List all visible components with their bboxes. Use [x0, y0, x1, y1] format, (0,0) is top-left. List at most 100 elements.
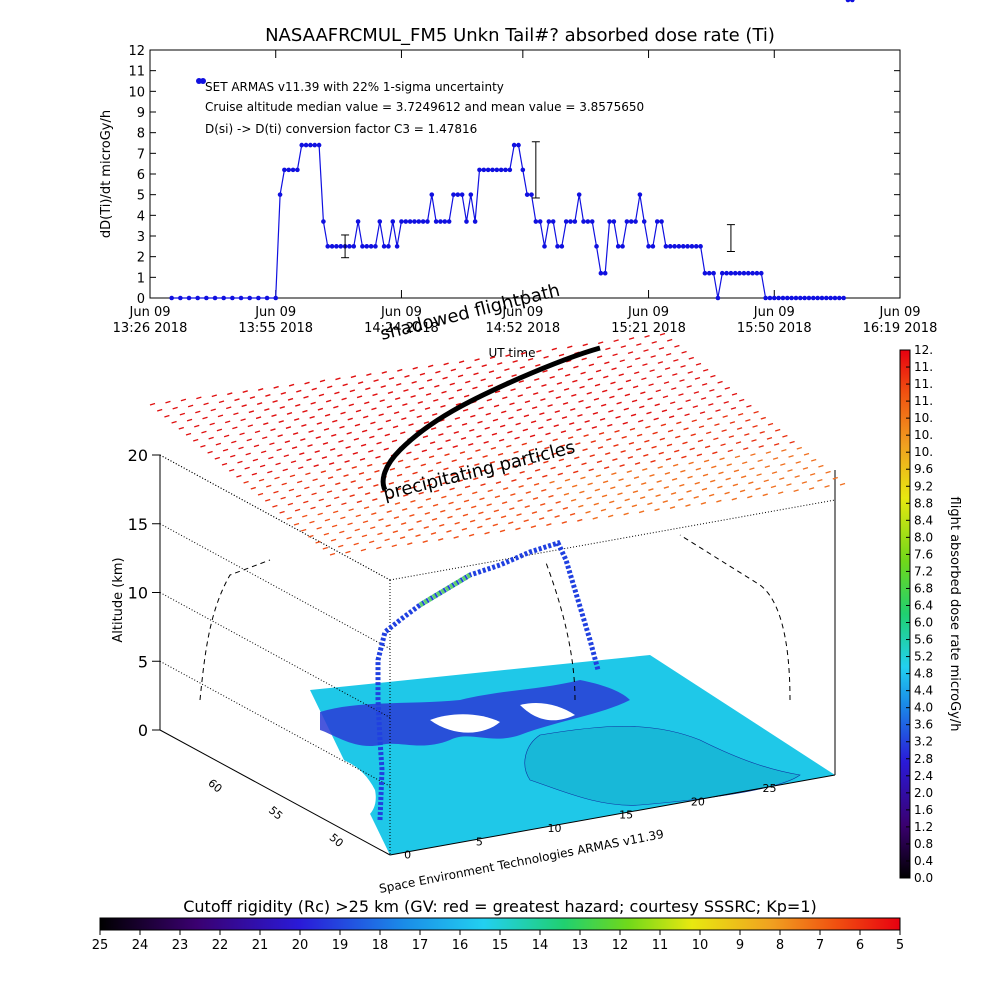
- particle-mark: [687, 370, 693, 374]
- dose-rate-point: [828, 295, 833, 301]
- particle-mark: [401, 417, 407, 421]
- particle-mark: [226, 406, 232, 410]
- particle-mark: [196, 396, 202, 400]
- particle-mark: [480, 483, 486, 487]
- dose-rate-point: [832, 295, 838, 301]
- particle-mark: [586, 391, 592, 395]
- particle-mark: [465, 471, 472, 475]
- dose-colorbar-scale: [899, 349, 911, 879]
- dose-colorbar-tick-label: 4.4: [914, 684, 933, 698]
- particle-mark: [566, 359, 572, 363]
- particle-mark: [651, 340, 657, 344]
- dose-rate-point: [771, 295, 777, 301]
- particle-mark: [577, 518, 583, 522]
- particle-mark: [431, 517, 438, 521]
- particle-mark: [499, 529, 506, 533]
- dose-colorbar-tick-label: 3.6: [914, 718, 933, 732]
- particle-mark: [693, 495, 699, 499]
- dose-rate-point: [498, 167, 504, 173]
- particle-mark: [452, 445, 458, 448]
- dose-rate-point: [745, 270, 751, 276]
- particle-mark: [611, 367, 617, 371]
- particle-mark: [295, 494, 302, 498]
- particle-mark: [401, 507, 408, 511]
- particle-mark: [703, 459, 710, 463]
- particle-mark: [752, 424, 758, 428]
- particle-mark: [400, 522, 407, 525]
- particle-mark: [425, 392, 432, 396]
- particle-mark: [463, 499, 470, 503]
- dose-colorbar-tick-label: 2.0: [914, 786, 933, 800]
- particle-mark: [617, 387, 623, 391]
- particle-mark: [369, 435, 375, 439]
- rigidity-colorbar-tick-label: 15: [492, 938, 509, 953]
- particle-mark: [713, 437, 719, 441]
- particle-mark: [786, 483, 792, 487]
- particle-mark: [557, 472, 563, 476]
- particle-mark: [419, 477, 425, 481]
- particle-mark: [454, 521, 460, 525]
- particle-mark: [294, 508, 301, 512]
- dose-rate-point: [776, 295, 781, 301]
- particle-mark: [528, 448, 535, 452]
- dose-rate-point: [485, 167, 491, 173]
- particle-mark: [642, 363, 648, 367]
- particle-mark: [404, 479, 410, 483]
- particle-mark: [693, 391, 700, 394]
- particle-mark: [543, 460, 549, 464]
- particle-mark: [548, 494, 554, 498]
- particle-mark: [766, 436, 773, 440]
- dose-rate-point: [529, 192, 534, 197]
- particle-mark: [686, 489, 692, 493]
- particle-mark: [326, 385, 333, 389]
- particle-mark: [430, 531, 437, 535]
- particle-mark: [302, 409, 308, 413]
- dose-rate-point: [550, 219, 556, 224]
- particle-mark: [636, 343, 642, 346]
- particle-mark: [622, 421, 628, 425]
- particle-mark: [574, 456, 580, 460]
- particle-mark: [564, 373, 571, 377]
- particle-mark: [338, 439, 344, 443]
- lon-axis: [389, 774, 836, 856]
- particle-mark: [350, 375, 357, 379]
- particle-mark: [672, 373, 678, 376]
- dose-rate-point: [477, 167, 482, 173]
- x-tick-label-date: Jun 09: [380, 305, 422, 320]
- particle-mark: [309, 520, 315, 524]
- dose-rate-point: [390, 219, 396, 224]
- particle-mark: [612, 458, 618, 462]
- particle-mark: [582, 448, 588, 452]
- particle-mark: [632, 385, 639, 389]
- particle-mark: [753, 410, 759, 414]
- dose-rate-point: [403, 219, 409, 224]
- particle-mark: [679, 483, 685, 487]
- particle-mark: [738, 398, 745, 402]
- dose-rate-point: [494, 167, 500, 173]
- particle-mark: [293, 417, 300, 421]
- particle-mark: [473, 477, 479, 481]
- particle-mark: [348, 508, 354, 512]
- particle-mark: [559, 444, 566, 448]
- dose-colorbar-tick-label: 11.: [914, 360, 933, 374]
- particle-mark: [458, 360, 465, 364]
- particle-mark: [377, 427, 383, 431]
- dose-rate-point: [594, 244, 599, 249]
- particle-mark: [519, 470, 525, 474]
- particle-mark: [298, 466, 304, 470]
- dose-rate-point: [719, 270, 725, 276]
- particle-mark: [309, 415, 315, 419]
- dose-rate-point: [702, 270, 708, 276]
- dose-rate-point: [299, 142, 305, 148]
- particle-mark: [324, 413, 331, 417]
- particle-mark: [633, 476, 640, 480]
- particle-mark: [652, 431, 658, 435]
- particle-mark: [772, 457, 779, 460]
- particle-mark: [436, 461, 442, 465]
- particle-mark: [490, 446, 497, 450]
- particle-mark: [673, 358, 679, 362]
- particle-mark: [741, 461, 748, 465]
- dose-rate-point: [724, 270, 729, 276]
- particle-mark: [665, 352, 672, 356]
- particle-mark: [601, 494, 608, 498]
